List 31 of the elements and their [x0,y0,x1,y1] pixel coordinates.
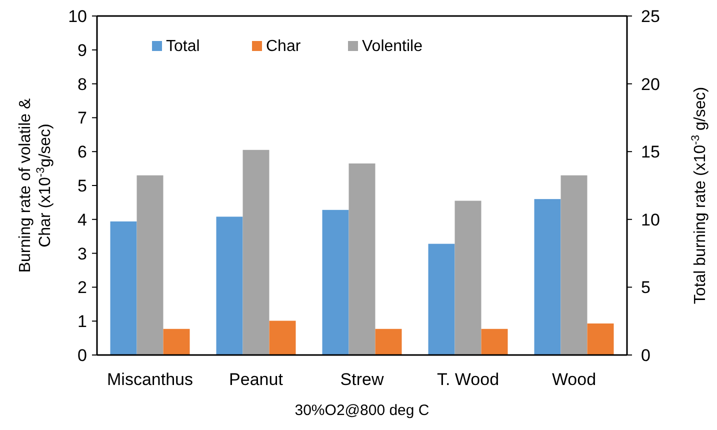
legend-label: Total [166,38,200,55]
bar [375,328,402,355]
y2-tick-label: 25 [641,6,660,26]
legend-label: Char [266,38,302,55]
y2-tick-label: 15 [641,142,660,162]
y-tick-label: 1 [78,312,87,332]
x-tick-label: Wood [552,370,596,389]
x-tick-label: Strew [340,370,384,389]
y-tick-label: 3 [78,244,87,264]
y-tick-label: 5 [78,176,87,196]
bar [481,328,508,355]
y2-tick-label: 5 [641,278,650,298]
bar [163,328,190,355]
legend-label: Volentile [362,38,423,55]
bar [587,323,614,355]
y-tick-label: 10 [68,6,87,26]
x-tick-label: T. Wood [436,370,500,389]
y-tick-label: 0 [78,346,87,365]
x-axis-title: 30%O2@800 deg C [294,402,430,419]
y2-tick-label: 20 [641,74,660,94]
y-tick-label: 2 [78,278,87,298]
x-tick-label: Miscanthus [107,370,193,389]
x-tick-label: Peanut [229,370,284,389]
y-tick-label: 7 [78,108,87,128]
y2-tick-label: 0 [641,346,650,365]
y2-tick-label: 10 [641,210,660,230]
y-tick-label: 8 [78,74,87,94]
bar [269,320,296,355]
y-tick-label: 9 [78,40,87,60]
y-tick-label: 6 [78,142,87,162]
y-tick-label: 4 [78,210,87,230]
